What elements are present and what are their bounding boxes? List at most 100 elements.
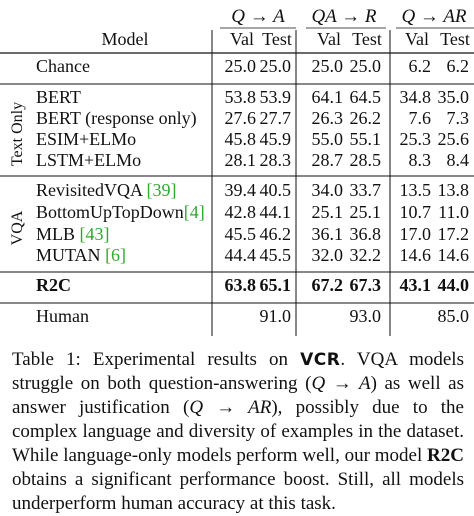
cell-bert-2: 64.1	[312, 87, 344, 107]
caption-part3: ), possibly due to the complex language …	[12, 397, 464, 466]
caption-part2: ) as well as answer justification (	[12, 373, 465, 418]
row-name-mlb: MLB [43]	[36, 224, 110, 244]
cell-mutan-4: 14.6	[400, 245, 432, 265]
row-name-revisitedvqa: RevisitedVQA [39]	[36, 180, 177, 200]
row-name-label-r2c: R2C	[36, 275, 71, 295]
cell-bottomup-2: 25.1	[312, 202, 344, 222]
cell-bottomup-5: 11.0	[438, 202, 469, 222]
sub-header-4: Val	[405, 29, 429, 49]
cell-bert-1: 53.9	[260, 87, 292, 107]
cell-lstm-0: 28.1	[225, 150, 257, 170]
cell-bert-response-0: 27.6	[225, 108, 257, 128]
row-name-bert: BERT	[36, 87, 81, 107]
cell-revisitedvqa-4: 13.5	[400, 180, 432, 200]
cell-bert-3: 64.5	[350, 87, 382, 107]
sub-header-3: Test	[352, 29, 382, 49]
group-header-0: Q → A	[231, 6, 285, 27]
caption-qa2: Q → AR	[189, 397, 272, 418]
row-name-r2c: R2C	[36, 275, 71, 295]
cell-r2c-3: 67.3	[350, 275, 382, 295]
cell-mutan-2: 32.0	[312, 245, 344, 265]
cell-r2c-0: 63.8	[225, 275, 257, 295]
row-name-bottomup: BottomUpTopDown[4]	[36, 202, 205, 222]
cell-r2c-4: 43.1	[400, 275, 432, 295]
cell-lstm-3: 28.5	[350, 150, 382, 170]
row-ref-bottomup: [4]	[184, 202, 205, 222]
cell-esim-4: 25.3	[400, 129, 432, 149]
cell-chance-1: 25.0	[260, 56, 292, 76]
cell-revisitedvqa-5: 13.8	[438, 180, 470, 200]
row-name-label-bert: BERT	[36, 87, 81, 107]
row-ref-mutan: [6]	[105, 245, 126, 265]
cell-bert-response-5: 7.3	[447, 108, 470, 128]
cell-mutan-3: 32.2	[350, 245, 382, 265]
cell-r2c-2: 67.2	[312, 275, 344, 295]
cell-chance-5: 6.2	[447, 56, 470, 76]
cell-bert-response-1: 27.7	[260, 108, 292, 128]
cell-lstm-1: 28.3	[260, 150, 292, 170]
cell-revisitedvqa-3: 33.7	[350, 180, 382, 200]
cell-chance-3: 25.0	[350, 56, 382, 76]
results-table-svg: Q → A QA → R Q → AR Model Val Test Val Test Val T…	[0, 6, 474, 336]
cell-bottomup-1: 44.1	[260, 202, 292, 222]
cell-bert-response-4: 7.6	[409, 108, 432, 128]
cell-mutan-5: 14.6	[438, 245, 470, 265]
row-ref-mlb: [43]	[80, 224, 110, 244]
sub-header-5: Test	[440, 29, 470, 49]
caption-qa1: Q → A	[311, 373, 371, 394]
cell-bert-5: 35.0	[438, 87, 470, 107]
caption-r2c: R2C	[427, 445, 464, 466]
cell-chance-4: 6.2	[409, 56, 432, 76]
cell-human-3: 93.0	[350, 306, 382, 326]
caption-part4: obtains a significant performance boost.…	[12, 469, 464, 514]
cell-chance-2: 25.0	[312, 56, 344, 76]
cell-esim-5: 25.6	[438, 129, 470, 149]
cell-human-5: 85.0	[438, 306, 470, 326]
cell-esim-2: 55.0	[312, 129, 344, 149]
cell-lstm-2: 28.7	[312, 150, 344, 170]
cell-r2c-5: 44.0	[438, 275, 470, 295]
results-table: Q → A QA → R Q → AR Model Val Test Val Test Val T…	[0, 6, 474, 336]
cell-bottomup-0: 42.8	[225, 202, 257, 222]
cell-mlb-2: 36.1	[312, 224, 344, 244]
table-caption: Table 1: Experimental results on VCR. VQ…	[12, 348, 464, 516]
cell-lstm-4: 8.3	[409, 150, 432, 170]
cell-mlb-0: 45.5	[225, 224, 257, 244]
row-name-human: Human	[36, 306, 89, 326]
row-name-chance: Chance	[36, 56, 90, 76]
row-name-label-esim: ESIM+ELMo	[36, 129, 136, 149]
cell-esim-3: 55.1	[350, 129, 382, 149]
row-name-lstm: LSTM+ELMo	[36, 150, 141, 170]
cell-revisitedvqa-1: 40.5	[260, 180, 292, 200]
cell-mlb-3: 36.8	[350, 224, 382, 244]
row-name-label-chance: Chance	[36, 56, 90, 76]
sub-header-1: Test	[262, 29, 292, 49]
cell-chance-0: 25.0	[225, 56, 257, 76]
cell-r2c-1: 65.1	[260, 275, 292, 295]
cell-bert-4: 34.8	[400, 87, 432, 107]
caption-part1: . VQA models struggle on both question-a…	[12, 349, 464, 394]
cell-bottomup-3: 25.1	[350, 202, 382, 222]
cell-mlb-5: 17.2	[438, 224, 470, 244]
group-header-2: Q → AR	[401, 6, 466, 27]
row-name-mutan: MUTAN [6]	[36, 245, 126, 265]
row-name-esim: ESIM+ELMo	[36, 129, 136, 149]
cell-mlb-4: 17.0	[400, 224, 432, 244]
row-name-label-lstm: LSTM+ELMo	[36, 150, 141, 170]
cell-esim-1: 45.9	[260, 129, 292, 149]
cell-lstm-5: 8.4	[447, 150, 470, 170]
cell-mlb-1: 46.2	[260, 224, 292, 244]
cell-bottomup-4: 10.7	[400, 202, 432, 222]
row-name-label-human: Human	[36, 306, 89, 326]
row-name-label-mlb: MLB	[36, 224, 80, 244]
cell-revisitedvqa-2: 34.0	[312, 180, 344, 200]
cell-bert-response-2: 26.3	[312, 108, 344, 128]
cell-mutan-0: 44.4	[225, 245, 257, 265]
row-name-label-revisitedvqa: RevisitedVQA	[36, 180, 147, 200]
cell-bert-0: 53.8	[225, 87, 257, 107]
cell-revisitedvqa-0: 39.4	[225, 180, 257, 200]
vcr-logo-text: VCR	[300, 350, 341, 370]
caption-label: Table 1: Experimental results on	[12, 349, 301, 370]
sub-header-2: Val	[317, 29, 341, 49]
row-ref-revisitedvqa: [39]	[147, 180, 177, 200]
